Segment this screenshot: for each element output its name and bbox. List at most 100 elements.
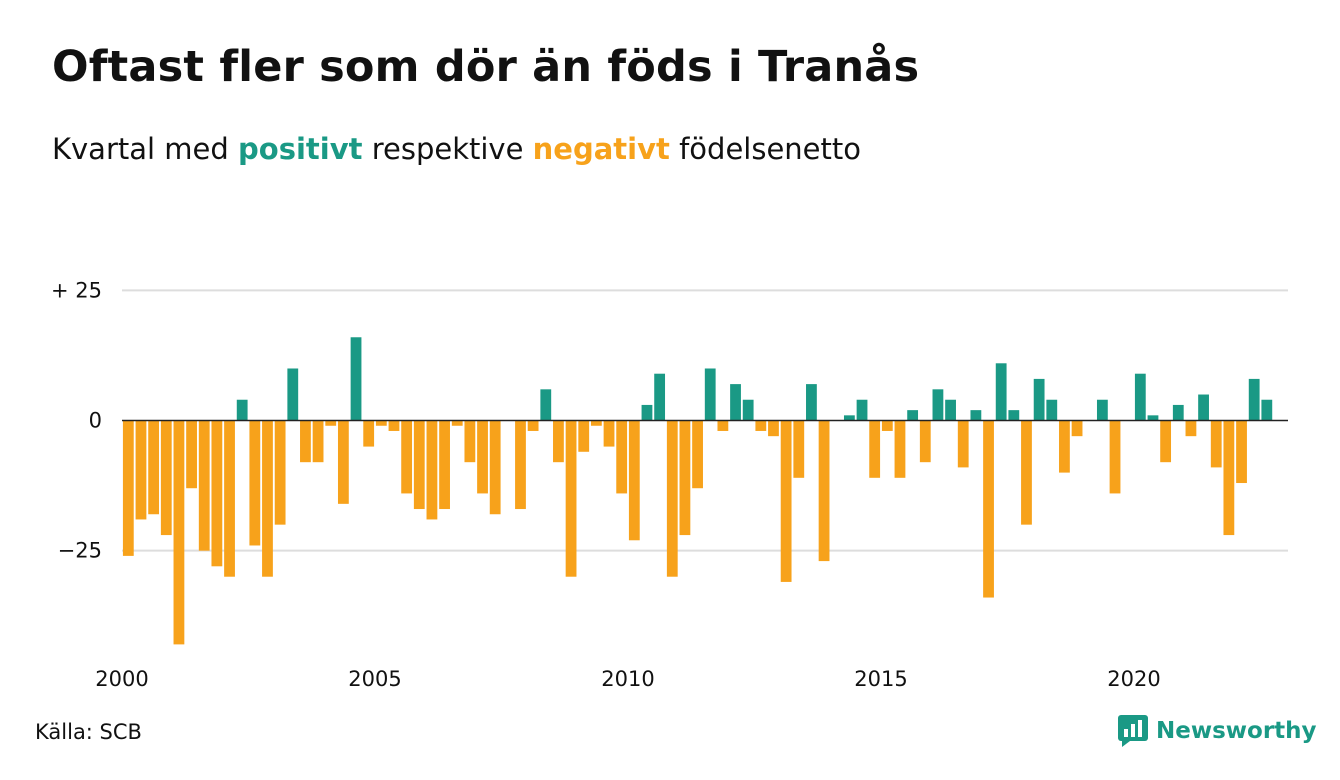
bar	[1160, 420, 1172, 463]
bar	[768, 420, 779, 437]
bar	[1210, 420, 1222, 468]
bar	[945, 399, 956, 421]
bar	[300, 420, 311, 463]
bar	[363, 420, 375, 447]
bar	[1021, 420, 1032, 525]
bar	[287, 368, 299, 421]
x-tick-label: 2015	[854, 667, 907, 691]
bar	[527, 420, 539, 431]
grid-lines	[122, 289, 1288, 552]
bar	[211, 420, 223, 567]
chart-subtitle: Kvartal med positivt respektive negativt…	[52, 132, 861, 166]
bar	[401, 420, 413, 494]
source-note: Källa: SCB	[35, 720, 142, 744]
bar	[881, 420, 893, 431]
bar	[970, 410, 982, 421]
bar	[1223, 420, 1235, 536]
bar	[1261, 399, 1273, 421]
bar	[843, 415, 855, 421]
bar	[780, 420, 792, 582]
bar	[249, 420, 261, 546]
bar	[590, 420, 602, 426]
bar	[186, 420, 197, 489]
bar	[641, 404, 653, 421]
subtitle-positive-label: positivt	[238, 132, 363, 166]
bar	[692, 420, 703, 489]
bar	[919, 420, 931, 463]
bar	[628, 420, 640, 541]
bar	[236, 399, 248, 421]
subtitle-negative-label: negativt	[532, 132, 670, 166]
y-tick-label: −25	[58, 539, 102, 563]
x-tick-label: 2005	[348, 667, 401, 691]
bar	[578, 420, 590, 452]
bar	[1236, 420, 1247, 484]
bar	[654, 373, 666, 421]
bar	[704, 368, 716, 421]
bar	[477, 420, 488, 494]
bar	[869, 420, 881, 478]
bar	[894, 420, 906, 478]
bar	[350, 337, 362, 421]
bar	[312, 420, 324, 463]
bar	[679, 420, 691, 536]
bar	[540, 389, 552, 421]
bar	[742, 399, 754, 421]
subtitle-text-start: Kvartal med	[52, 132, 239, 166]
y-tick-label: 0	[89, 409, 102, 433]
newsworthy-icon	[1118, 715, 1148, 747]
bar	[957, 420, 969, 468]
bar	[553, 420, 564, 463]
chart-title: Oftast fler som dör än föds i Tranås	[52, 42, 920, 92]
bar	[1248, 378, 1260, 421]
bar	[932, 389, 944, 421]
bar	[413, 420, 425, 510]
axes: + 25 0 −25 2000 2005 2010 2015 2020	[51, 278, 1288, 691]
bar	[1198, 394, 1209, 421]
bar	[818, 420, 830, 562]
bar	[856, 399, 868, 421]
subtitle-text-middle: respektive	[362, 132, 533, 166]
brand-name: Newsworthy	[1156, 718, 1317, 744]
bar	[388, 420, 400, 431]
bar	[1008, 410, 1020, 421]
bar	[793, 420, 805, 478]
bar	[730, 384, 741, 421]
bar	[160, 420, 172, 536]
bar	[717, 420, 729, 431]
bar	[375, 420, 387, 426]
bar	[515, 420, 526, 510]
bar	[1109, 420, 1121, 494]
bar	[1185, 420, 1197, 437]
bar	[755, 420, 767, 431]
bar	[451, 420, 463, 426]
bars	[122, 337, 1273, 645]
bar	[1071, 420, 1083, 437]
bar	[337, 420, 349, 504]
bar	[616, 420, 628, 494]
bar	[262, 420, 273, 577]
bar	[274, 420, 286, 525]
bar	[1096, 399, 1108, 421]
bar	[983, 420, 994, 598]
bar	[148, 420, 160, 515]
bar	[135, 420, 147, 520]
bar	[1147, 415, 1159, 421]
bar	[464, 420, 476, 463]
bar	[198, 420, 210, 551]
bar	[173, 420, 185, 645]
bar	[995, 363, 1007, 421]
bar	[1134, 373, 1146, 421]
bar	[1059, 420, 1070, 473]
x-tick-label: 2020	[1107, 667, 1160, 691]
bar	[489, 420, 501, 515]
bar	[122, 420, 134, 556]
bar	[565, 420, 577, 577]
bar	[603, 420, 615, 447]
bar	[907, 410, 919, 421]
newsworthy-logo[interactable]: Newsworthy	[1118, 714, 1317, 748]
bar	[1033, 378, 1045, 421]
bar	[224, 420, 235, 577]
bar	[1172, 404, 1184, 421]
